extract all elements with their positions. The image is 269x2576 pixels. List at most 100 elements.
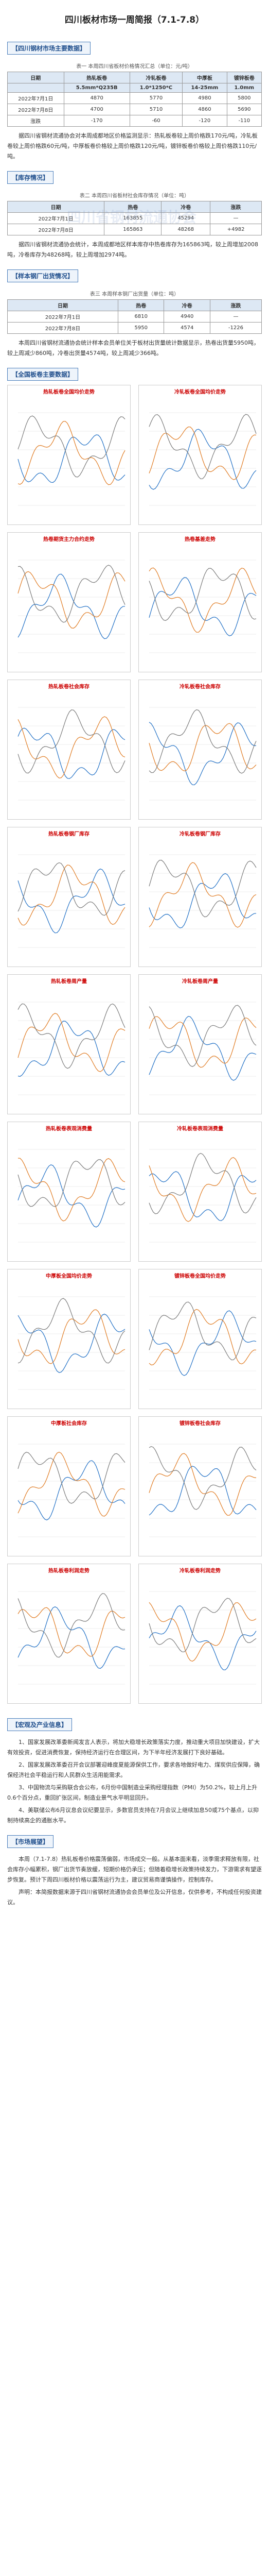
table-cell: 日期 (7, 299, 118, 311)
chart-line (17, 1159, 125, 1207)
chart-line (149, 873, 257, 928)
table-cell: -120 (182, 115, 227, 127)
chart-line (149, 1310, 257, 1376)
chart-panel: 热卷期货主力合约走势 (7, 532, 131, 672)
section-heading: 【库存情况】 (7, 171, 54, 184)
chart-line (149, 1153, 257, 1214)
table-cell: 1.0*1250*C (129, 83, 183, 93)
table-cell: 2022年7月8日 (7, 322, 118, 334)
table-cell: 4870 (63, 92, 130, 104)
chart-line (149, 577, 257, 636)
table-row: 日期 热卷 冷卷 涨跌 (7, 299, 262, 311)
chart-line (17, 1593, 125, 1658)
table-row: 2022年7月1日 6810 4940— (7, 311, 262, 323)
chart-line (149, 426, 257, 480)
chart-line (17, 727, 125, 779)
table-cell: 6810 (117, 311, 165, 323)
chart-line (17, 1309, 125, 1364)
chart-line (17, 415, 125, 478)
chart-line (17, 1298, 125, 1364)
table-cell: 冷轧板卷 (129, 72, 183, 83)
chart-image (149, 1002, 257, 1095)
paragraph: 4、美联储公布6月议息会议纪要显示，多数官员支持在7月会议上继续加息50或75个… (7, 1807, 259, 1824)
chart-line (17, 1607, 125, 1657)
table-cell: 中厚板 (182, 72, 227, 83)
chart-line (149, 1602, 257, 1662)
chart-title: 冷轧板卷社会库存 (180, 684, 221, 690)
chart-line (149, 1309, 257, 1366)
chart-line (149, 567, 257, 633)
table-row: 5.5mm*Q235B 1.0*1250*C 14-25mm 1.0mm (7, 83, 262, 93)
chart-line (149, 1157, 257, 1222)
table-cell: 日期 (7, 72, 64, 83)
chart-panel: 中厚板社会库存 (7, 1416, 131, 1556)
chart-panel: 冷轧板卷利润走势 (138, 1564, 262, 1704)
section-heading: 【四川钢材市场主要数据】 (7, 42, 91, 55)
chart-image (17, 1591, 125, 1685)
paragraph: 本周四川省钢材流通协会统计样本会员单位关于板材出货量统计数据显示，热卷出货量59… (7, 340, 259, 357)
chart-panel: 热轧板卷社会库存 (7, 680, 131, 820)
chart-title: 镀锌板卷社会库存 (180, 1421, 221, 1427)
chart-line (149, 1005, 257, 1067)
chart-panel: 热卷基差走势 (138, 532, 262, 672)
table-cell: 镀锌板卷 (226, 72, 262, 83)
section-heading: 【全国板卷主要数据】 (7, 368, 79, 381)
table-caption: 表三 本周样本钢厂出货量（单位：吨） (89, 292, 180, 297)
chart-title: 冷轧板卷周产量 (182, 979, 218, 985)
chart-title: 热轧板卷社会库存 (48, 684, 89, 690)
chart-title: 冷轧板卷利润走势 (180, 1568, 221, 1574)
chart-line (149, 862, 257, 928)
chart-image (17, 560, 125, 653)
chart-title: 热卷期货主力合约走势 (43, 537, 95, 543)
chart-line (149, 1466, 257, 1516)
chart-line (149, 859, 257, 918)
table-cell: 1.0mm (226, 83, 262, 93)
chart-line (17, 865, 125, 926)
chart-title: 热轧板卷钢厂库存 (48, 832, 89, 837)
chart-title: 热轧板卷周产量 (51, 979, 87, 985)
table-cell: 5690 (226, 104, 262, 115)
table-cell: 4574 (164, 322, 210, 334)
paragraph: 据四川省钢材流通协会对本周成都地区价格监测显示：热轧板卷较上周价格跌170元/吨… (7, 132, 258, 160)
chart-line (17, 1460, 125, 1520)
table-cell: -60 (129, 115, 183, 127)
table-row: 2022年7月8日 4700 5710 4860 5690 (7, 104, 262, 115)
table-cell: 涨跌 (210, 201, 262, 213)
chart-panel: 热轧板卷周产量 (7, 974, 131, 1114)
table-cell: 4980 (182, 92, 227, 104)
chart-image (149, 1444, 257, 1537)
chart-line (149, 1301, 257, 1361)
chart-line (149, 414, 257, 480)
chart-line (149, 709, 257, 774)
chart-panel: 热轧板卷全国均价走势 (7, 385, 131, 525)
chart-line (149, 722, 257, 786)
table-cell: 2022年7月1日 (7, 311, 118, 323)
chart-image (17, 412, 125, 506)
chart-image (149, 1149, 257, 1243)
chart-panel: 热轧板卷表观消费量 (7, 1122, 131, 1262)
chart-image (149, 1296, 257, 1390)
chart-line (17, 1158, 125, 1222)
chart-image (149, 412, 257, 506)
paragraph: 据四川省钢材流通协会统计，本周成都地区样本库存中热卷库存为165863吨，较上周… (7, 241, 258, 258)
paragraph: 本周（7.1-7.8）热轧板卷价格震荡偏弱，市场成交一般。从基本面来看，淡季需求… (7, 1856, 262, 1883)
table-caption: 表二 本周四川省板材社会库存情况（单位：吨） (79, 193, 190, 199)
chart-panel: 冷轧板卷钢厂库存 (138, 827, 262, 967)
table-cell: 4940 (164, 311, 210, 323)
table-cell: 涨跌 (209, 299, 262, 311)
data-table: 日期 热轧板卷 冷轧板卷 中厚板 镀锌板卷 5.5mm*Q235B 1.0*1250*C 14… (7, 72, 262, 127)
paragraph: 1、国家发展改革委新闻发言人表示，将加大稳增长政策落实力度，推动重大项目加快建设… (7, 1739, 260, 1756)
chart-line (17, 868, 125, 934)
chart-panel: 冷轧板卷周产量 (138, 974, 262, 1114)
chart-line (149, 1453, 257, 1516)
table-cell: 热轧板卷 (63, 72, 130, 83)
chart-line (149, 1171, 257, 1222)
chart-title: 热轧板卷利润走势 (48, 1568, 89, 1574)
chart-line (17, 1451, 125, 1517)
table-cell (7, 83, 64, 93)
table-cell: 5.5mm*Q235B (63, 83, 130, 93)
data-table: 日期 热卷 冷卷 涨跌 2022年7月1日 163855 45294—2022年7月8日 16… (7, 201, 262, 235)
chart-line (17, 1021, 125, 1077)
chart-panel: 冷轧板卷社会库存 (138, 680, 262, 820)
chart-title: 冷轧板卷钢厂库存 (180, 832, 221, 837)
